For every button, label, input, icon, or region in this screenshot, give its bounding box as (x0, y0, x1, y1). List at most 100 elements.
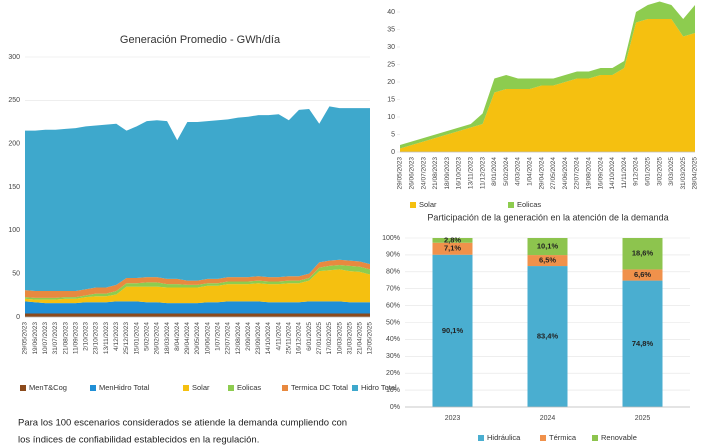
legend-swatch (282, 385, 288, 391)
x-tick-label: 19/06/2023 (32, 322, 39, 355)
x-tick-label: 12/05/2025 (367, 322, 374, 355)
y-tick-label: 35 (387, 26, 395, 33)
x-tick-label: 16/09/2024 (597, 157, 604, 190)
x-tick-label: 20/05/2024 (194, 322, 201, 355)
x-tick-label: 8/04/2024 (174, 322, 181, 351)
y-tick-label: 150 (8, 184, 20, 191)
x-tick-label: 21/04/2025 (357, 322, 364, 355)
legend-label: Hidro Total (361, 383, 397, 392)
x-tick-label: 11/11/2024 (621, 157, 628, 189)
note: Para los 100 escenarios considerados se … (18, 418, 347, 429)
x-tick-label: 1/07/2024 (215, 322, 222, 351)
x-tick-label: 12/08/2024 (235, 322, 242, 355)
x-tick-label: 1/04/2024 (527, 157, 534, 186)
y-tick-label: 0 (16, 314, 20, 321)
x-tick-label: 25/12/2023 (123, 322, 130, 355)
legend-label: Solar (192, 383, 210, 392)
y-tick-label: 20 (387, 79, 395, 86)
value-label: 6,5% (539, 256, 556, 265)
y-tick-label: 5 (391, 131, 395, 138)
legend-swatch (478, 435, 484, 441)
x-tick-label: 13/11/2023 (468, 157, 475, 189)
legend-swatch (352, 385, 358, 391)
area (25, 265, 370, 300)
y-tick-label: 0% (390, 404, 400, 411)
value-label: 10,1% (537, 242, 559, 251)
legend-swatch (228, 385, 234, 391)
area (25, 301, 370, 314)
y-tick-label: 20% (386, 370, 400, 377)
x-tick-label: 25/11/2024 (286, 322, 293, 354)
value-label: 83,4% (537, 332, 559, 341)
x-tick-label: 3/03/2025 (668, 157, 675, 186)
legend-swatch (410, 202, 416, 208)
bar (527, 266, 568, 407)
y-tick-label: 200 (8, 141, 20, 148)
x-tick-label: 4/03/2024 (515, 157, 522, 186)
legend-label: Eolicas (237, 383, 261, 392)
x-tick-label: 29/05/2023 (22, 322, 29, 355)
y-tick-label: 80% (386, 269, 400, 276)
y-tick-label: 15 (387, 96, 395, 103)
y-tick-label: 40% (386, 336, 400, 343)
legend-label: Solar (419, 200, 437, 209)
x-tick-label: 29/04/2024 (184, 322, 191, 355)
x-tick-label: 29/04/2024 (538, 157, 545, 190)
y-tick-label: 250 (8, 97, 20, 104)
x-tick-label: 21/08/2023 (432, 157, 439, 190)
value-label: 2,8% (444, 235, 461, 244)
legend-label: Hidráulica (487, 433, 521, 442)
y-tick-label: 40 (387, 9, 395, 16)
area (25, 313, 370, 317)
value-label: 7,1% (444, 244, 461, 253)
x-tick-label: 16/12/2024 (296, 322, 303, 355)
y-tick-label: 30 (387, 44, 395, 51)
x-tick-label: 13/11/2023 (103, 322, 110, 354)
x-tick-label: 27/05/2024 (550, 157, 557, 190)
y-tick-label: 50 (12, 271, 20, 278)
area (25, 269, 370, 304)
x-tick-label: 19/08/2024 (586, 157, 593, 190)
bar (432, 238, 473, 243)
x-tick-label: 28/04/2025 (692, 157, 699, 190)
x-tick-label: 11/12/2023 (479, 157, 486, 189)
y-tick-label: 300 (8, 54, 20, 61)
x-tick-label: 2/10/2023 (83, 322, 90, 351)
legend-label: Renovable (601, 433, 637, 442)
x-tick-label: 10/03/2025 (336, 322, 343, 355)
x-tick-label: 6/01/2025 (645, 157, 652, 186)
value-label: 74,8% (632, 339, 654, 348)
x-tick-label: 21/08/2023 (62, 322, 69, 355)
x-tick-label: 29/05/2023 (397, 157, 404, 190)
bar (622, 280, 663, 407)
legend-swatch (540, 435, 546, 441)
area (25, 259, 370, 298)
x-tick-label: 14/10/2024 (609, 157, 616, 190)
x-tick-label: 11/09/2023 (72, 322, 79, 354)
x-tick-label: 31/03/2025 (680, 157, 687, 190)
x-tick-label: 26/02/2024 (154, 322, 161, 355)
bar (432, 242, 473, 255)
bar (622, 238, 663, 270)
x-tick-label: 5/02/2024 (503, 157, 510, 186)
x-tick-label: 22/07/2024 (225, 322, 232, 355)
bar (432, 254, 473, 407)
legend-label: Térmica (549, 433, 577, 442)
x-tick-label: 14/10/2024 (265, 322, 272, 355)
y-tick-label: 70% (386, 286, 400, 293)
legend-label: MenT&Cog (29, 383, 67, 392)
x-tick-label: 15/01/2024 (133, 322, 140, 355)
y-tick-label: 0 (391, 149, 395, 156)
y-tick-label: 60% (386, 302, 400, 309)
x-tick-label: 24/06/2024 (562, 157, 569, 190)
y-tick-label: 100 (8, 227, 20, 234)
legend-swatch (508, 202, 514, 208)
chart-title: Participación de la generación en la ate… (427, 212, 668, 222)
y-tick-label: 100% (382, 235, 400, 242)
x-tick-label: 2/09/2024 (245, 322, 252, 351)
bar (622, 269, 663, 281)
legend-swatch (592, 435, 598, 441)
area (400, 1, 695, 149)
bar (527, 238, 568, 256)
